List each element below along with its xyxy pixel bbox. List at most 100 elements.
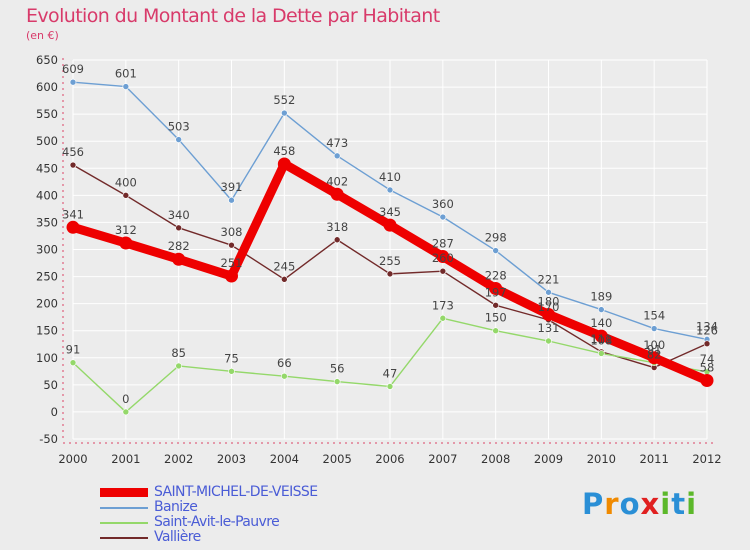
data-label: 287 — [432, 237, 454, 251]
y-tick-label: 500 — [36, 134, 58, 148]
data-point — [175, 136, 182, 143]
y-tick-label: 450 — [36, 161, 58, 175]
data-point — [492, 247, 499, 254]
data-point — [598, 306, 605, 313]
y-tick-label: 650 — [36, 53, 58, 67]
data-point — [69, 161, 77, 169]
data-point — [122, 192, 130, 199]
y-tick-label: 300 — [36, 243, 58, 257]
data-point — [386, 186, 394, 194]
y-tick-label: 250 — [36, 270, 58, 284]
unit-label: (en €) — [26, 29, 59, 42]
data-label: 601 — [115, 67, 137, 81]
data-label: 100 — [643, 338, 665, 352]
y-tick-label: 0 — [51, 405, 58, 419]
y-tick-label: -50 — [39, 432, 58, 446]
data-point — [492, 301, 499, 309]
x-tick-label: 2003 — [217, 452, 246, 466]
data-point — [489, 281, 503, 295]
data-label: 47 — [383, 366, 398, 380]
data-label: 282 — [168, 239, 190, 253]
data-label: 82 — [647, 348, 662, 362]
data-label: 180 — [538, 294, 560, 308]
data-label: 66 — [277, 356, 292, 370]
data-point — [122, 83, 130, 90]
y-tick-label: 200 — [36, 297, 58, 311]
logo-letter: x — [640, 487, 661, 521]
data-label: 197 — [485, 285, 507, 299]
data-label: 0 — [122, 392, 129, 406]
data-point — [172, 252, 186, 266]
data-label: 56 — [330, 362, 345, 376]
data-label: 91 — [647, 343, 662, 357]
data-point — [647, 351, 661, 365]
logo-letter: i — [686, 487, 698, 521]
data-label: 251 — [221, 256, 243, 270]
data-label: 91 — [66, 343, 81, 357]
legend-swatch — [100, 522, 148, 524]
data-label: 456 — [62, 145, 84, 159]
logo-letter: i — [660, 487, 672, 521]
data-point — [383, 218, 397, 232]
data-label: 140 — [590, 316, 612, 330]
data-label: 221 — [538, 272, 560, 286]
data-label: 131 — [538, 321, 560, 335]
y-tick-label: 150 — [36, 324, 58, 338]
data-point — [703, 340, 711, 348]
data-point — [175, 362, 182, 370]
x-tick-label: 2012 — [692, 452, 721, 466]
data-point — [439, 267, 447, 275]
x-tick-label: 2011 — [640, 452, 669, 466]
data-point — [700, 374, 714, 388]
data-point — [545, 337, 552, 345]
data-label: 74 — [700, 352, 715, 366]
data-label: 552 — [273, 93, 295, 107]
x-tick-label: 2000 — [58, 452, 87, 466]
legend-swatch — [100, 537, 148, 539]
data-label: 245 — [273, 259, 295, 273]
data-label: 410 — [379, 170, 401, 184]
x-tick-label: 2006 — [375, 452, 404, 466]
y-tick-label: 100 — [36, 351, 58, 365]
data-label: 298 — [485, 231, 507, 245]
x-tick-label: 2010 — [587, 452, 616, 466]
data-point — [122, 408, 130, 416]
y-tick-label: 400 — [36, 188, 58, 202]
data-label: 400 — [115, 175, 137, 189]
data-label: 108 — [590, 333, 612, 347]
data-point — [277, 157, 291, 171]
data-label: 126 — [696, 324, 718, 338]
data-label: 609 — [62, 62, 84, 76]
y-tick-label: 50 — [43, 378, 58, 392]
y-tick-label: 600 — [36, 80, 58, 94]
data-label: 173 — [432, 298, 454, 312]
data-point — [281, 275, 288, 283]
data-point — [439, 314, 447, 322]
data-point — [542, 307, 555, 321]
data-label: 260 — [432, 251, 454, 265]
data-point — [594, 329, 608, 343]
data-point — [598, 350, 605, 357]
logo-letter: r — [604, 487, 620, 521]
data-point — [281, 372, 288, 380]
data-point — [330, 187, 344, 201]
data-label: 391 — [221, 180, 243, 194]
data-point — [436, 250, 450, 264]
data-label: 154 — [643, 309, 665, 323]
data-point — [119, 236, 133, 250]
data-point — [225, 269, 238, 283]
data-point — [545, 288, 552, 296]
x-tick-label: 2005 — [323, 452, 352, 466]
chart-title: Evolution du Montant de la Dette par Hab… — [26, 5, 440, 27]
x-tick-label: 2008 — [481, 452, 510, 466]
data-label: 312 — [115, 223, 137, 237]
data-label: 58 — [700, 361, 715, 375]
data-point — [228, 368, 235, 375]
data-label: 228 — [485, 268, 507, 282]
data-point — [492, 327, 499, 335]
data-point — [386, 270, 394, 278]
proxiti-logo: Proxiti — [582, 487, 697, 521]
data-label: 85 — [171, 346, 186, 360]
data-point — [66, 220, 80, 234]
legend-label: Vallière — [154, 529, 201, 545]
